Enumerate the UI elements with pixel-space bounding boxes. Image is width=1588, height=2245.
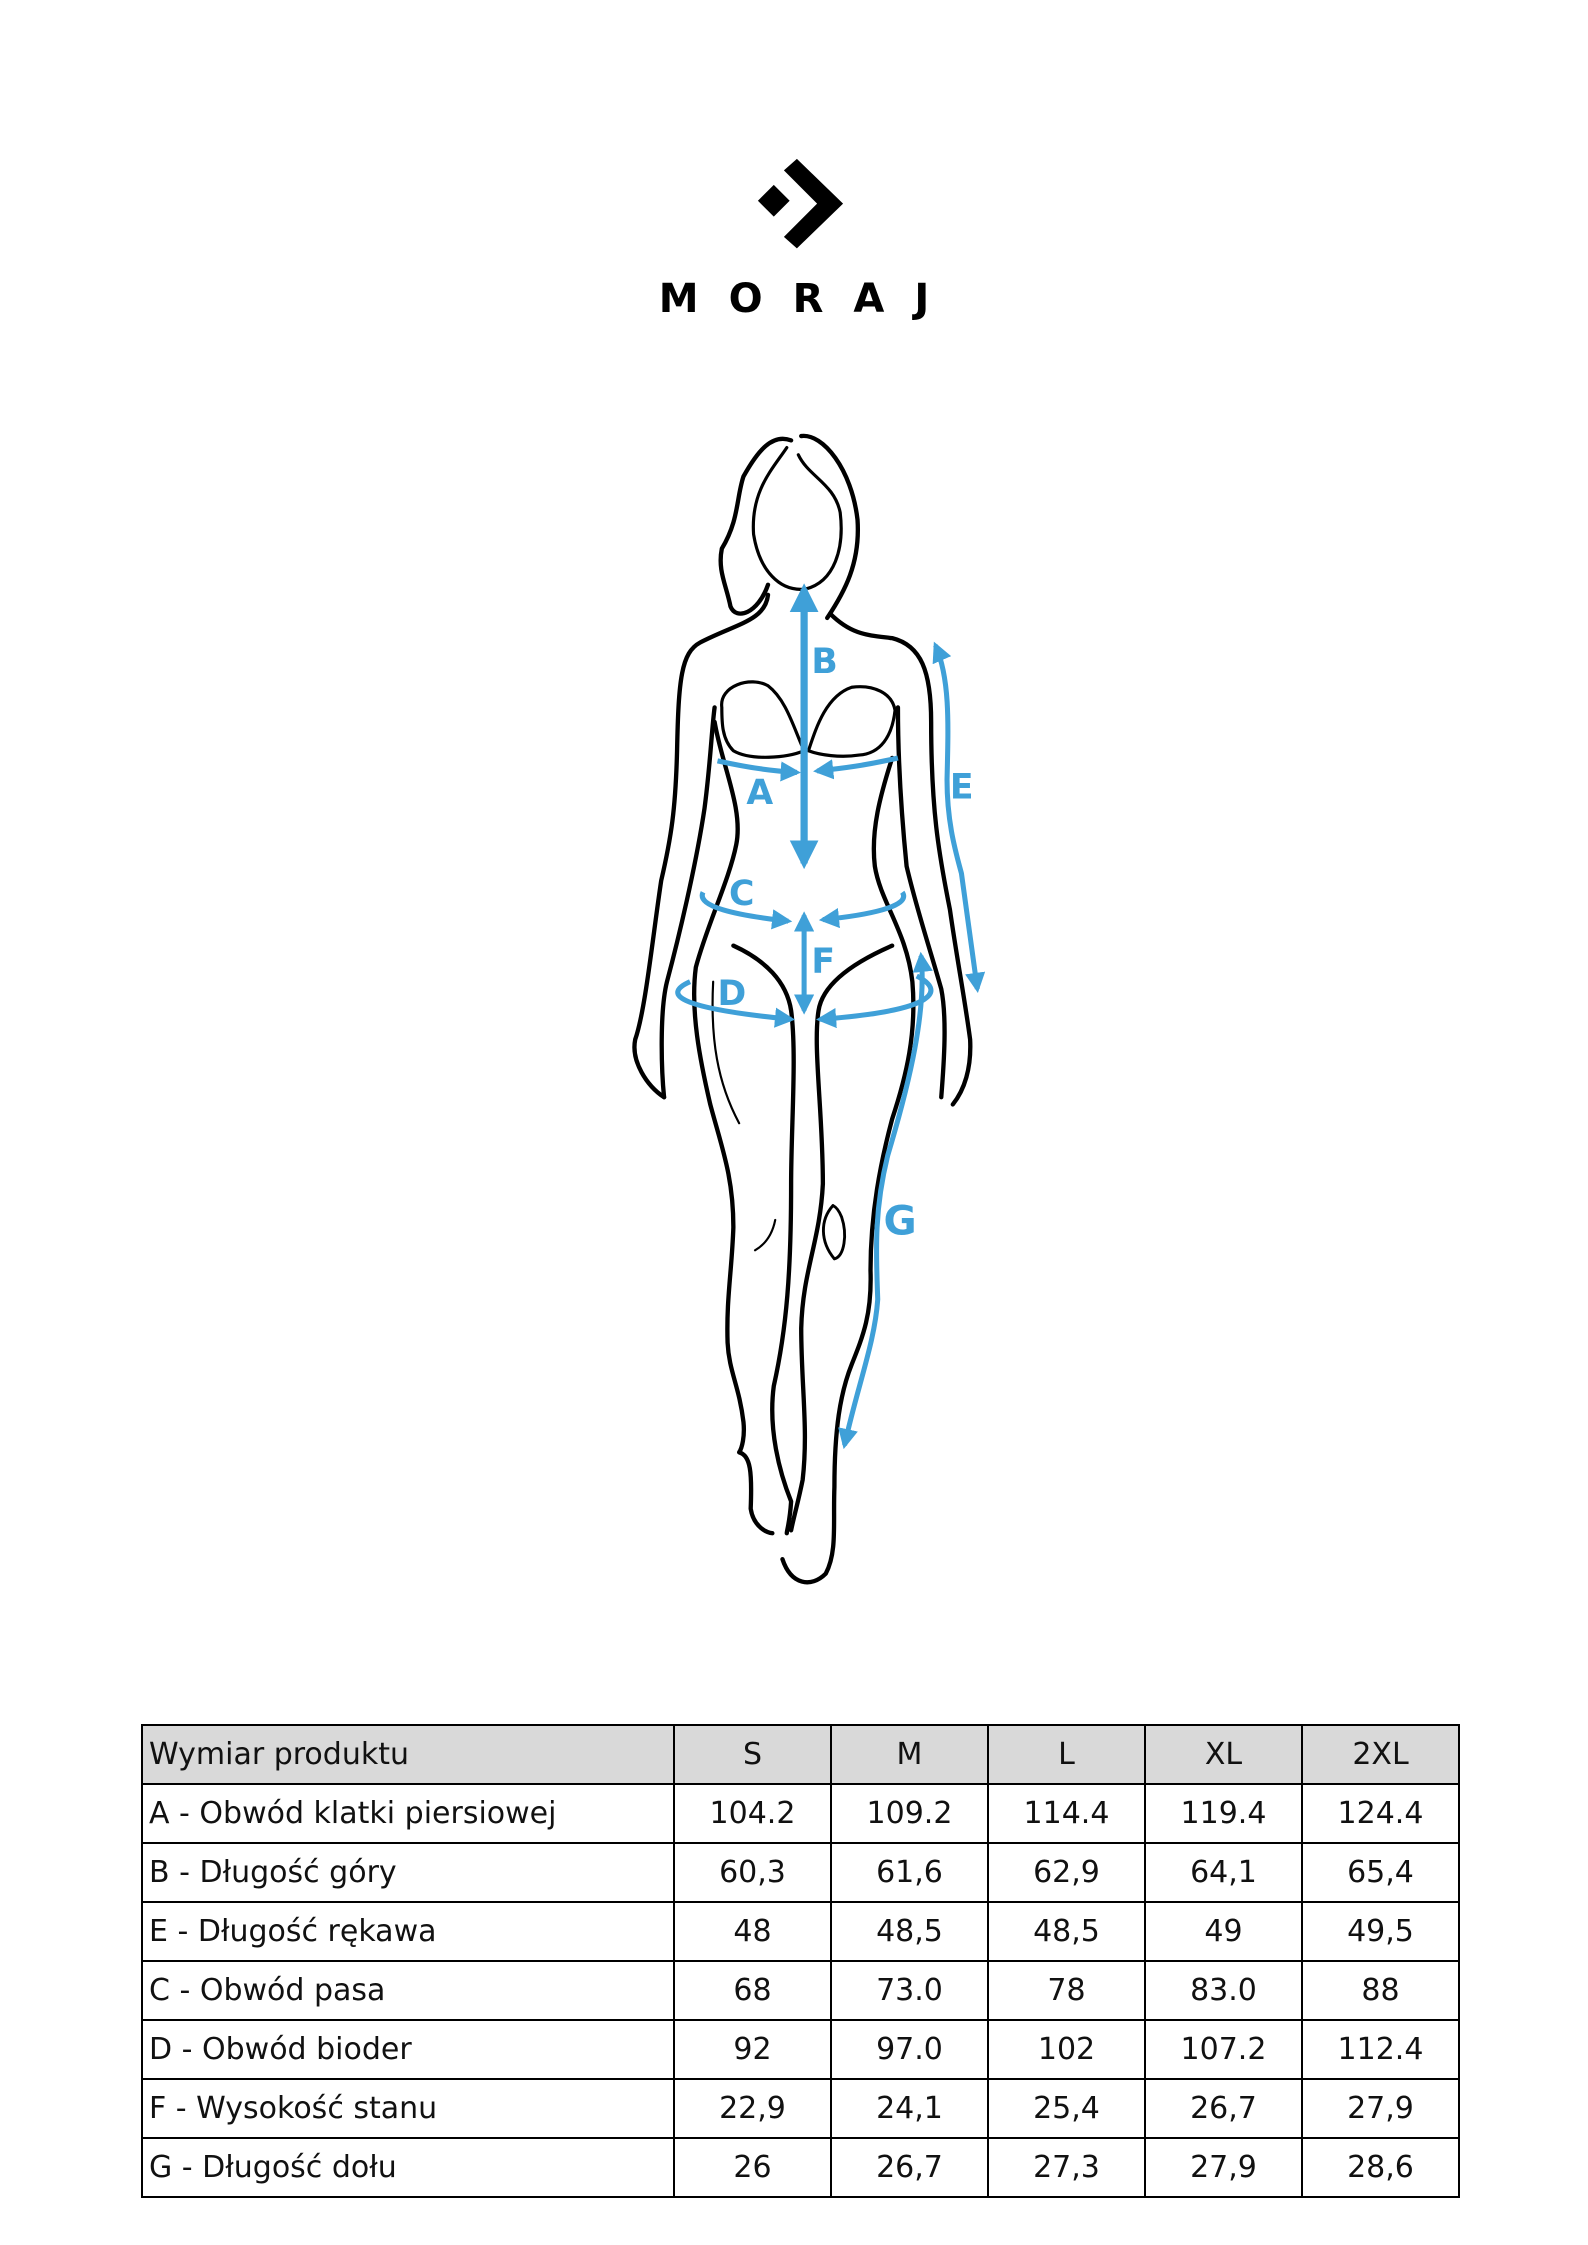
size-value-cell: 88 xyxy=(1301,1960,1460,2021)
size-value-cell: 49,5 xyxy=(1301,1901,1460,1962)
size-value-cell: 64,1 xyxy=(1144,1842,1303,1903)
size-value-cell: 97.0 xyxy=(830,2019,989,2080)
arrow-d-left xyxy=(675,979,796,1028)
brand-name: MORAJ xyxy=(658,276,960,322)
measurement-name-cell: B - Długość góry xyxy=(141,1842,675,1903)
size-value-cell: 28,6 xyxy=(1301,2137,1460,2198)
label-g: G xyxy=(884,1196,917,1244)
measurement-name-cell: F - Wysokość stanu xyxy=(141,2078,675,2139)
arrow-a-right xyxy=(813,755,899,780)
size-value-cell: 78 xyxy=(987,1960,1146,2021)
measurement-arrows xyxy=(675,583,986,1450)
size-value-cell: 65,4 xyxy=(1301,1842,1460,1903)
size-value-cell: 24,1 xyxy=(830,2078,989,2139)
table-row: B - Długość góry 60,3 61,6 62,9 64,1 65,4 xyxy=(141,1842,1460,1903)
arrow-e xyxy=(932,641,986,993)
header-cell: M xyxy=(830,1724,989,1785)
table-row: C - Obwód pasa 68 73.0 78 83.0 88 xyxy=(141,1960,1460,2021)
label-a: A xyxy=(746,773,773,813)
label-b: B xyxy=(811,642,837,682)
label-f: F xyxy=(811,942,835,982)
size-value-cell: 25,4 xyxy=(987,2078,1146,2139)
size-value-cell: 27,9 xyxy=(1144,2137,1303,2198)
arrow-c-right xyxy=(818,890,907,929)
size-value-cell: 48,5 xyxy=(987,1901,1146,1962)
size-value-cell: 109.2 xyxy=(830,1783,989,1844)
table-row: D - Obwód bioder 92 97.0 102 107.2 112.4 xyxy=(141,2019,1460,2080)
size-value-cell: 48,5 xyxy=(830,1901,989,1962)
header-cell: XL xyxy=(1144,1724,1303,1785)
label-c: C xyxy=(729,874,754,914)
table-row: F - Wysokość stanu 22,9 24,1 25,4 26,7 27,9 xyxy=(141,2078,1460,2139)
size-value-cell: 124.4 xyxy=(1301,1783,1460,1844)
measurement-name-cell: D - Obwód bioder xyxy=(141,2019,675,2080)
size-value-cell: 83.0 xyxy=(1144,1960,1303,2021)
table-row: E - Długość rękawa 48 48,5 48,5 49 49,5 xyxy=(141,1901,1460,1962)
measurement-name-cell: G - Długość dołu xyxy=(141,2137,675,2198)
arrow-a-left xyxy=(716,758,801,782)
size-value-cell: 119.4 xyxy=(1144,1783,1303,1844)
size-value-cell: 27,3 xyxy=(987,2137,1146,2198)
size-value-cell: 107.2 xyxy=(1144,2019,1303,2080)
size-value-cell: 26,7 xyxy=(1144,2078,1303,2139)
measurement-name-cell: C - Obwód pasa xyxy=(141,1960,675,2021)
moraj-logo-icon xyxy=(757,158,844,249)
size-value-cell: 26,7 xyxy=(830,2137,989,2198)
header-cell: Wymiar produktu xyxy=(141,1724,675,1785)
size-table: Wymiar produktu S M L XL 2XL A - Obwód k… xyxy=(141,1724,1460,2198)
arrow-g xyxy=(838,951,933,1450)
size-value-cell: 26 xyxy=(673,2137,832,2198)
size-value-cell: 92 xyxy=(673,2019,832,2080)
header-cell: 2XL xyxy=(1301,1724,1460,1785)
table-row: A - Obwód klatki piersiowej 104.2 109.2 114… xyxy=(141,1783,1460,1844)
header-cell: L xyxy=(987,1724,1146,1785)
size-value-cell: 112.4 xyxy=(1301,2019,1460,2080)
size-value-cell: 62,9 xyxy=(987,1842,1146,1903)
size-value-cell: 60,3 xyxy=(673,1842,832,1903)
measurement-labels: B A C F D E G xyxy=(717,642,973,1245)
arrow-c-left xyxy=(699,891,793,930)
measurement-name-cell: A - Obwód klatki piersiowej xyxy=(141,1783,675,1844)
header-cell: S xyxy=(673,1724,832,1785)
size-value-cell: 22,9 xyxy=(673,2078,832,2139)
size-value-cell: 68 xyxy=(673,1960,832,2021)
table-row: G - Długość dołu 26 26,7 27,3 27,9 28,6 xyxy=(141,2137,1460,2198)
size-value-cell: 114.4 xyxy=(987,1783,1146,1844)
size-value-cell: 61,6 xyxy=(830,1842,989,1903)
size-value-cell: 104.2 xyxy=(673,1783,832,1844)
size-value-cell: 48 xyxy=(673,1901,832,1962)
measurement-name-cell: E - Długość rękawa xyxy=(141,1901,675,1962)
label-e: E xyxy=(950,767,974,807)
table-header-row: Wymiar produktu S M L XL 2XL xyxy=(141,1724,1460,1785)
size-value-cell: 102 xyxy=(987,2019,1146,2080)
label-d: D xyxy=(717,974,746,1014)
size-value-cell: 27,9 xyxy=(1301,2078,1460,2139)
size-value-cell: 73.0 xyxy=(830,1960,989,2021)
size-value-cell: 49 xyxy=(1144,1901,1303,1962)
